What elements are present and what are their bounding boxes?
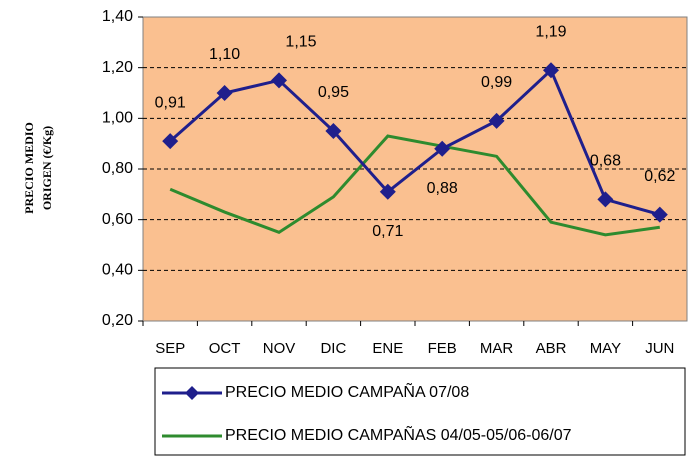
- data-point: [434, 140, 451, 157]
- data-point: [216, 85, 233, 101]
- legend-box: [154, 367, 686, 456]
- legend-marker: [185, 386, 199, 400]
- x-tick-label: NOV: [263, 340, 296, 357]
- data-label: 0,62: [644, 168, 675, 185]
- x-tick-label: MAY: [590, 340, 621, 357]
- data-label: 0,91: [155, 94, 186, 111]
- y-axis-label: PRECIO MEDIO: [22, 122, 36, 214]
- x-tick-label: OCT: [209, 340, 241, 357]
- data-label: 0,88: [427, 180, 458, 197]
- y-tick-label: 0,60: [102, 211, 133, 228]
- data-point: [597, 191, 614, 208]
- legend-label: PRECIO MEDIO CAMPAÑA 07/08: [225, 381, 469, 401]
- data-label: 0,68: [590, 153, 621, 170]
- data-label: 0,99: [481, 74, 512, 91]
- series-line: [169, 134, 661, 237]
- data-label: 1,10: [209, 46, 240, 63]
- x-tick-label: JUN: [645, 340, 674, 357]
- data-label: 0,71: [372, 223, 403, 240]
- y-tick-label: 1,20: [102, 59, 133, 76]
- data-point: [543, 62, 559, 79]
- data-point: [488, 112, 505, 129]
- data-label: 1,19: [535, 23, 566, 40]
- data-point: [325, 123, 342, 139]
- data-label: 0,95: [318, 84, 349, 101]
- x-tick-label: ENE: [372, 340, 403, 357]
- x-tick-label: DIC: [320, 340, 346, 357]
- data-label: 1,15: [285, 34, 316, 51]
- x-tick-label: ABR: [536, 340, 567, 357]
- y-tick-label: 0,80: [102, 160, 133, 177]
- y-axis-label: ORIGEN (€/Kg): [40, 126, 54, 210]
- x-tick-label: MAR: [480, 340, 514, 357]
- y-tick-label: 1,40: [102, 8, 133, 25]
- y-tick-label: 0,40: [102, 262, 133, 279]
- data-point: [379, 183, 396, 200]
- data-point: [271, 72, 287, 89]
- data-point: [162, 133, 179, 150]
- x-tick-label: SEP: [155, 340, 185, 357]
- x-tick-label: FEB: [428, 340, 457, 357]
- y-tick-label: 0,20: [102, 312, 133, 329]
- series-line: [169, 67, 661, 217]
- data-point: [651, 206, 668, 223]
- legend-label: PRECIO MEDIO CAMPAÑAS 04/05-05/06-06/07: [225, 424, 572, 444]
- y-tick-label: 1,00: [102, 110, 133, 127]
